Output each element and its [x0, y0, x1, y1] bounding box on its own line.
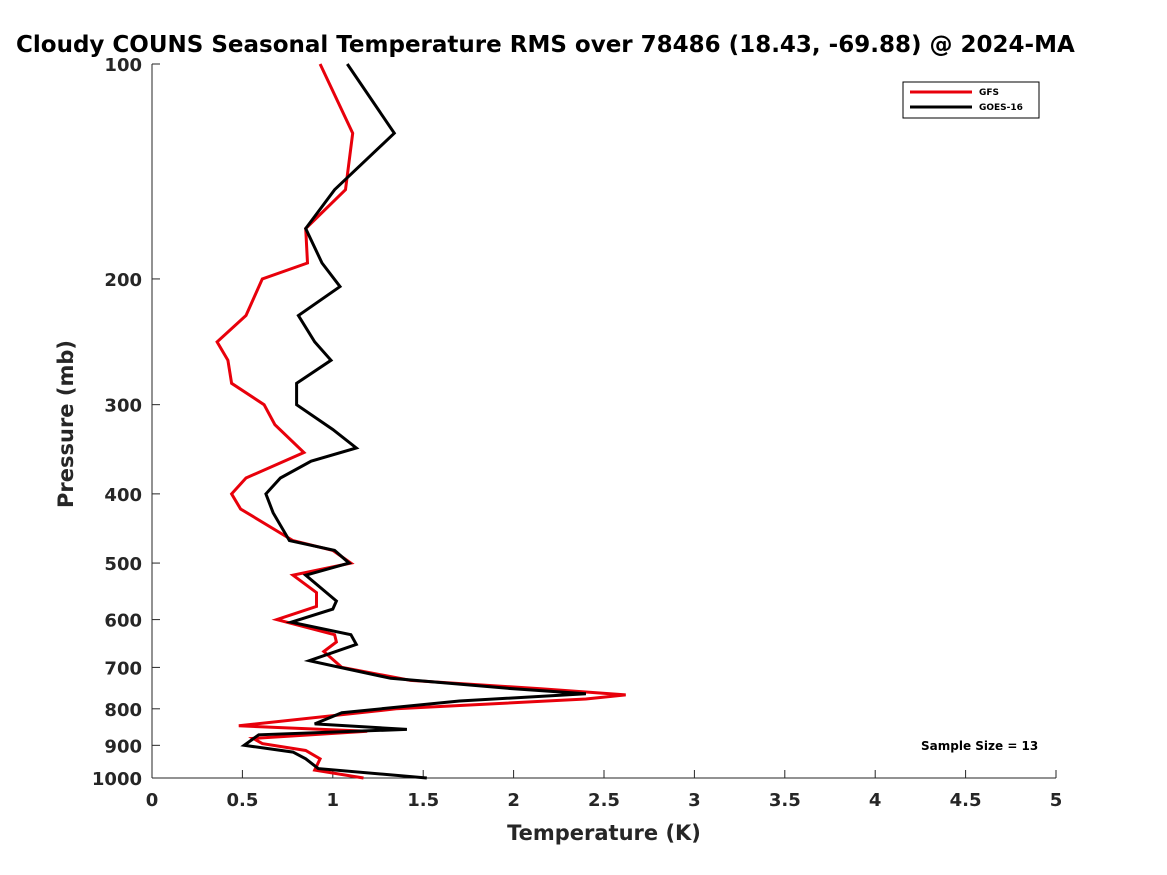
- x-tick-label: 4.5: [950, 790, 982, 811]
- y-tick-label: 500: [104, 554, 142, 575]
- x-tick-label: 5: [1050, 790, 1063, 811]
- x-tick-label: 3.5: [769, 790, 801, 811]
- y-tick-label: 1000: [92, 769, 142, 790]
- y-axis-label: Pressure (mb): [54, 340, 78, 508]
- series-line-goes16: [240, 63, 587, 780]
- y-tick-label: 300: [104, 396, 142, 417]
- x-tick-label: 2: [507, 790, 520, 811]
- y-tick-label: 800: [104, 700, 142, 721]
- legend-label-goes16: GOES-16: [979, 103, 1023, 113]
- x-tick-label: 3: [688, 790, 701, 811]
- legend: GFS GOES-16: [902, 81, 1040, 119]
- legend-box: [902, 81, 1040, 119]
- x-tick-label: 2.5: [588, 790, 620, 811]
- legend-label-gfs: GFS: [979, 88, 999, 98]
- x-tick-label: 1.5: [407, 790, 439, 811]
- plot-area: [152, 64, 1056, 778]
- y-tick-label: 700: [104, 658, 142, 679]
- x-tick-label: 1: [327, 790, 340, 811]
- y-tick-label: 900: [104, 736, 142, 757]
- y-tick-label: 200: [104, 270, 142, 291]
- y-tick-label: 400: [104, 485, 142, 506]
- x-tick-label: 0: [146, 790, 159, 811]
- x-axis-label: Temperature (K): [507, 821, 701, 845]
- series-group: [215, 63, 626, 780]
- chart-title: Cloudy COUNS Seasonal Temperature RMS ov…: [16, 32, 1075, 58]
- y-tick-label: 100: [104, 55, 142, 76]
- y-tick-label: 600: [104, 611, 142, 632]
- sample-size-annotation: Sample Size = 13: [921, 739, 1038, 753]
- x-tick-label: 4: [869, 790, 882, 811]
- x-axis: 0 0.5 1 1.5 2 2.5 3 3.5 4 4.5 5: [146, 770, 1063, 811]
- y-axis: 100 200 300 400 500 600 700 800 900 1000: [92, 55, 160, 790]
- series-line-gfs: [215, 63, 626, 780]
- x-tick-label: 0.5: [226, 790, 258, 811]
